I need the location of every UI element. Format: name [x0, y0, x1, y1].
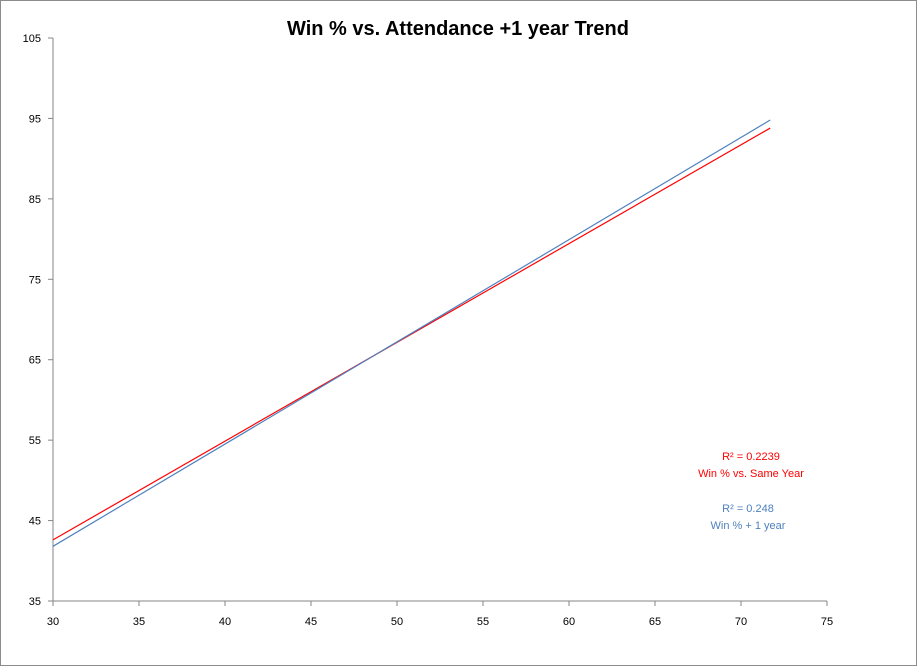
y-tick-label: 85	[29, 194, 41, 206]
x-tick-label: 70	[735, 616, 747, 628]
x-tick-label: 65	[649, 616, 661, 628]
series-line-same-year	[52, 127, 771, 541]
chart-title: Win % vs. Attendance +1 year Trend	[287, 18, 629, 40]
y-tick-label: 65	[29, 355, 41, 367]
axes: 35 45 55 65 75 85 95 105 30 35 40 45 50 55 60 65 70 75	[23, 33, 833, 628]
series-layer	[52, 119, 771, 547]
x-tick-label: 75	[821, 616, 833, 628]
y-tick-label: 95	[29, 113, 41, 125]
x-tick-label: 40	[219, 616, 231, 628]
x-tick-label: 35	[133, 616, 145, 628]
x-tick-label: 55	[477, 616, 489, 628]
y-tick-label: 45	[29, 516, 41, 528]
annotation-label-same-year: Win % vs. Same Year	[698, 468, 804, 480]
x-tick-label: 60	[563, 616, 575, 628]
y-tick-label: 105	[23, 33, 41, 45]
y-tick-label: 75	[29, 274, 41, 286]
x-tick-label: 50	[391, 616, 403, 628]
annotation-r2-same-year: R² = 0.2239	[722, 451, 780, 463]
annotations: R² = 0.2239 Win % vs. Same Year R² = 0.2…	[698, 451, 804, 532]
x-tick-label: 30	[47, 616, 59, 628]
y-tick-label: 35	[29, 596, 41, 608]
series-line-plus-one-year	[52, 119, 771, 547]
annotation-label-plus-one-year: Win % + 1 year	[711, 520, 786, 532]
annotation-r2-plus-one-year: R² = 0.248	[722, 503, 774, 515]
x-tick-label: 45	[305, 616, 317, 628]
y-tick-label: 55	[29, 435, 41, 447]
